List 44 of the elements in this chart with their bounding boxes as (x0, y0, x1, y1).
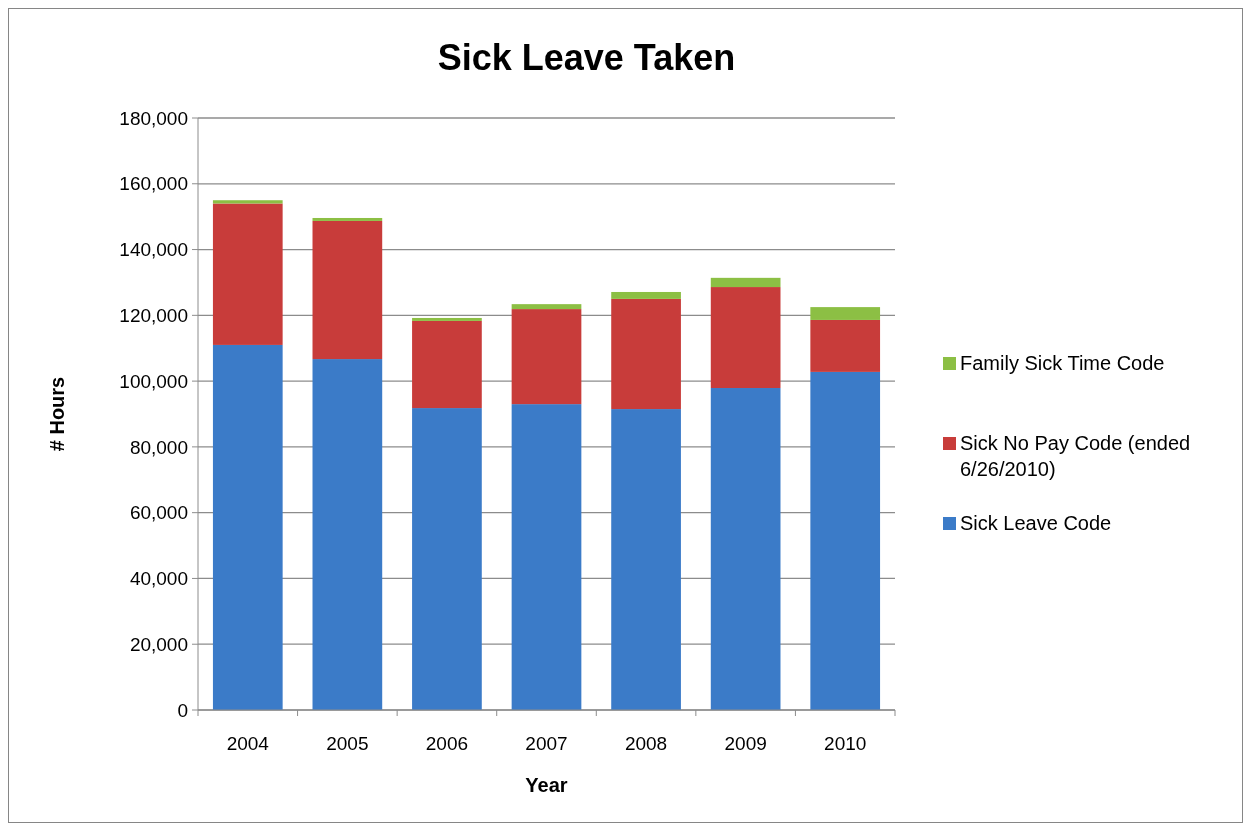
y-tick-label: 120,000 (119, 304, 188, 326)
bar (511, 309, 582, 405)
bar (212, 200, 283, 204)
y-tick-label: 80,000 (129, 436, 188, 458)
x-tick-label: 2010 (824, 733, 867, 754)
bar (312, 217, 383, 221)
x-axis-title: Year (525, 774, 568, 796)
bar (312, 220, 383, 360)
y-tick-label: 100,000 (119, 370, 188, 392)
bar (810, 371, 881, 710)
bar (412, 317, 482, 321)
bar (511, 304, 582, 310)
bar (810, 319, 881, 372)
y-tick-label: 60,000 (129, 502, 188, 524)
bar (511, 404, 582, 710)
y-axis-title: # Hours (46, 376, 68, 452)
y-tick-label: 40,000 (129, 568, 188, 590)
x-tick-label: 2004 (226, 733, 270, 754)
legend-label: Family Sick Time Code (960, 352, 1165, 374)
bar (710, 287, 781, 389)
y-tick-label: 160,000 (119, 173, 188, 195)
legend-label: Sick Leave Code (960, 512, 1112, 534)
legend-label: Sick No Pay Code (ended 6/26/2010) (960, 432, 1191, 480)
bar (611, 298, 681, 410)
bar (710, 388, 781, 710)
y-tick-label: 140,000 (119, 239, 188, 261)
bar (611, 291, 681, 299)
y-tick-label: 20,000 (129, 633, 188, 655)
chart-title: Sick Leave Taken (437, 37, 736, 78)
bar (710, 277, 781, 288)
bar (212, 344, 283, 710)
bar (312, 359, 383, 710)
y-tick-label: 180,000 (119, 107, 188, 129)
x-tick-label: 2006 (425, 733, 469, 754)
bar (611, 409, 681, 710)
bar (412, 320, 482, 409)
bar (212, 203, 283, 345)
bar (412, 408, 482, 710)
x-tick-label: 2005 (326, 733, 369, 754)
bar (810, 307, 881, 320)
x-tick-label: 2008 (624, 733, 668, 754)
y-tick-label: 0 (177, 699, 188, 721)
x-tick-label: 2007 (525, 733, 568, 754)
x-tick-label: 2009 (724, 733, 767, 754)
